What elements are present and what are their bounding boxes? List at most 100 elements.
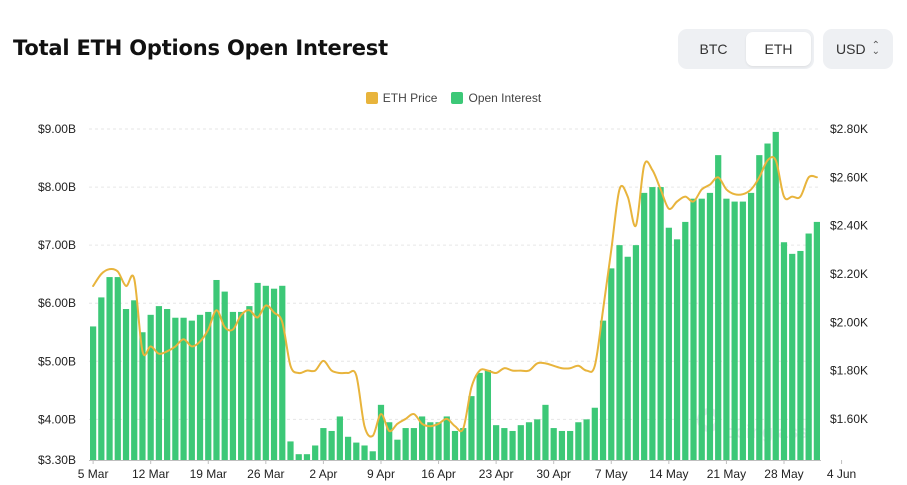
open-interest-bar [501,428,508,460]
y-left-tick-label: $9.00B [38,122,76,136]
x-tick-label: 9 Apr [367,467,395,481]
x-tick-label: 5 Mar [78,467,109,481]
open-interest-bar [780,242,788,460]
x-tick-label: 19 Mar [190,467,227,481]
legend-item-open-interest[interactable]: Open Interest [451,91,541,105]
x-tick-label: 26 Mar [247,467,284,481]
open-interest-bar [624,256,631,460]
open-interest-bar [402,428,409,460]
open-interest-bar [221,291,228,460]
legend-swatch-eth-price [365,92,378,104]
x-tick-label: 4 Jun [827,467,856,481]
y-right-tick-label: $1.60K [830,412,868,426]
y-axis-left: $3.30B $4.00B $5.00B $6.00B $7.00B $8.00B $9.0… [38,122,76,467]
x-tick-label: 21 May [707,467,746,481]
open-interest-bar [772,131,779,460]
open-interest-bar [435,422,442,460]
legend-item-eth-price[interactable]: ETH Price [365,91,438,105]
open-interest-bar [616,245,623,460]
open-interest-bar [558,430,566,460]
y-left-tick-label: $8.00B [38,180,76,194]
x-tick-label: 16 Apr [421,467,456,481]
x-tick-label: 23 Apr [479,467,514,481]
x-tick-label: 28 May [764,467,803,481]
open-interest-bar [353,442,360,460]
y-left-tick-label: $7.00B [38,238,76,252]
eth-toggle-button[interactable]: ETH [746,32,811,66]
open-interest-bar [328,430,335,460]
btc-toggle-button[interactable]: BTC [699,41,728,57]
open-interest-bar [98,297,105,460]
open-interest-bar [139,332,146,460]
open-interest-bar [517,425,524,460]
y-right-tick-label: $2.00K [830,315,868,329]
open-interest-bar [320,428,327,460]
open-interest-bar [312,445,319,460]
open-interest-bar [451,430,459,460]
open-interest-bar [632,245,640,460]
open-interest-bar [336,416,343,460]
open-interest-bar [731,201,738,460]
open-interest-bar [805,233,812,460]
open-interest-bar [386,422,393,460]
open-interest-bar [344,436,352,460]
eth-price-line [92,156,818,438]
x-tick-label: 7 May [595,467,628,481]
open-interest-bar [756,155,763,460]
open-interest-bar [747,192,755,460]
open-interest-bar [567,430,574,460]
legend-label-open-interest: Open Interest [468,91,542,105]
open-interest-bar [287,441,294,460]
open-interest-bar [172,317,179,460]
currency-select-value: USD [836,41,866,57]
open-interest-bar [213,279,220,460]
open-interest-bar [649,187,656,460]
legend-swatch-open-interest [451,92,464,104]
open-interest-bar [698,198,705,460]
open-interest-bar [591,407,598,460]
open-interest-bar [493,425,500,460]
open-interest-bar [361,445,368,460]
open-interest-bar [468,396,475,460]
open-interest-bar [303,454,311,460]
open-interest-bar [723,198,730,460]
open-interest-bar [665,227,672,460]
open-interest-bar [641,192,648,460]
open-interest-bar [131,300,138,460]
open-interest-bar [254,282,261,460]
y-left-tick-label: $3.30B [38,453,76,467]
open-interest-bar [542,404,549,460]
legend-label-eth-price: ETH Price [382,91,438,105]
open-interest-bar [476,372,483,460]
open-interest-bar [599,320,607,460]
currency-select[interactable]: USD ⌃ ⌄ [823,29,893,69]
open-interest-bar [180,317,187,460]
x-axis: 5 Mar 12 Mar 19 Mar 26 Mar 2 Apr 9 Apr 16 Apr 2… [78,460,856,481]
open-interest-bar [797,250,804,460]
open-interest-bar [122,309,130,460]
open-interest-bar [690,198,697,460]
x-tick-label: 2 Apr [309,467,337,481]
y-axis-right: $1.60K $1.80K $2.00K $2.20K $2.40K $2.60K $2.8… [830,122,868,426]
y-right-tick-label: $2.40K [830,219,868,233]
open-interest-bar [394,439,401,460]
open-interest-bar [550,428,557,460]
chart-legend: ETH Price Open Interest [0,91,907,105]
open-interest-bar [229,311,237,460]
open-interest-bar [789,253,796,460]
y-left-tick-label: $5.00B [38,354,76,368]
open-interest-bar [188,320,195,460]
chevron-up-down-icon: ⌃ ⌄ [871,40,880,57]
y-right-tick-label: $2.80K [830,122,868,136]
open-interest-bar [673,239,681,460]
open-interest-bar [246,306,253,460]
open-interest-bar [279,285,286,460]
open-interest-bar [657,187,664,460]
open-interest-bar [682,221,689,460]
open-interest-bar [147,314,154,460]
open-interest-bar [525,422,533,460]
open-interest-bar [377,404,385,460]
open-interest-bar [238,311,245,460]
open-interest-bar [739,201,746,460]
